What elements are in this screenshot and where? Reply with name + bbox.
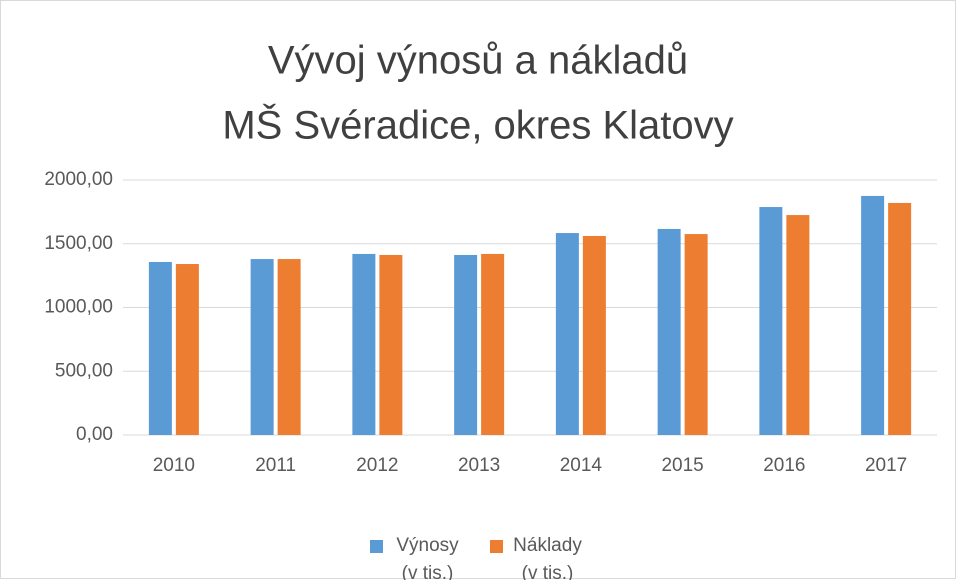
legend-item: Náklady (v tis.) bbox=[489, 532, 588, 580]
bar bbox=[786, 215, 810, 435]
x-tick-label: 2012 bbox=[356, 455, 398, 476]
x-tick-label: 2013 bbox=[458, 455, 500, 476]
bar bbox=[250, 259, 274, 435]
bar bbox=[888, 202, 912, 435]
bar bbox=[759, 207, 783, 435]
x-tick-label: 2017 bbox=[865, 455, 907, 476]
bar bbox=[175, 264, 199, 435]
y-tick-label: 2000,00 bbox=[44, 169, 113, 190]
legend-swatch bbox=[489, 540, 503, 553]
chart-title: Vývoj výnosů a nákladů bbox=[268, 39, 688, 83]
y-tick-label: 500,00 bbox=[55, 360, 113, 381]
bar bbox=[352, 253, 376, 435]
legend-label: Náklady (v tis.) bbox=[513, 535, 582, 580]
bar bbox=[684, 234, 708, 435]
x-tick-label: 2016 bbox=[763, 455, 805, 476]
chart-title: MŠ Svéradice, okres Klatovy bbox=[222, 103, 733, 148]
bar bbox=[861, 195, 885, 435]
bar bbox=[657, 228, 681, 435]
bar bbox=[555, 233, 579, 435]
bar bbox=[148, 261, 172, 435]
bar bbox=[582, 235, 606, 435]
y-tick-label: 1000,00 bbox=[44, 297, 113, 318]
legend-item: Výnosy (v tis.) bbox=[369, 532, 468, 580]
bar bbox=[481, 253, 505, 435]
legend-swatch bbox=[369, 540, 383, 553]
bar bbox=[379, 254, 403, 435]
legend-label: Výnosy (v tis.) bbox=[396, 535, 459, 580]
legend: Výnosy (v tis.) Náklady (v tis.) bbox=[0, 532, 957, 580]
x-tick-label: 2014 bbox=[560, 455, 603, 476]
x-tick-label: 2011 bbox=[255, 455, 296, 476]
bar bbox=[454, 254, 478, 435]
y-tick-label: 0,00 bbox=[76, 424, 113, 445]
bar bbox=[277, 259, 301, 435]
x-tick-label: 2010 bbox=[153, 455, 195, 476]
x-tick-label: 2015 bbox=[661, 455, 703, 476]
y-tick-label: 1500,00 bbox=[44, 233, 113, 254]
